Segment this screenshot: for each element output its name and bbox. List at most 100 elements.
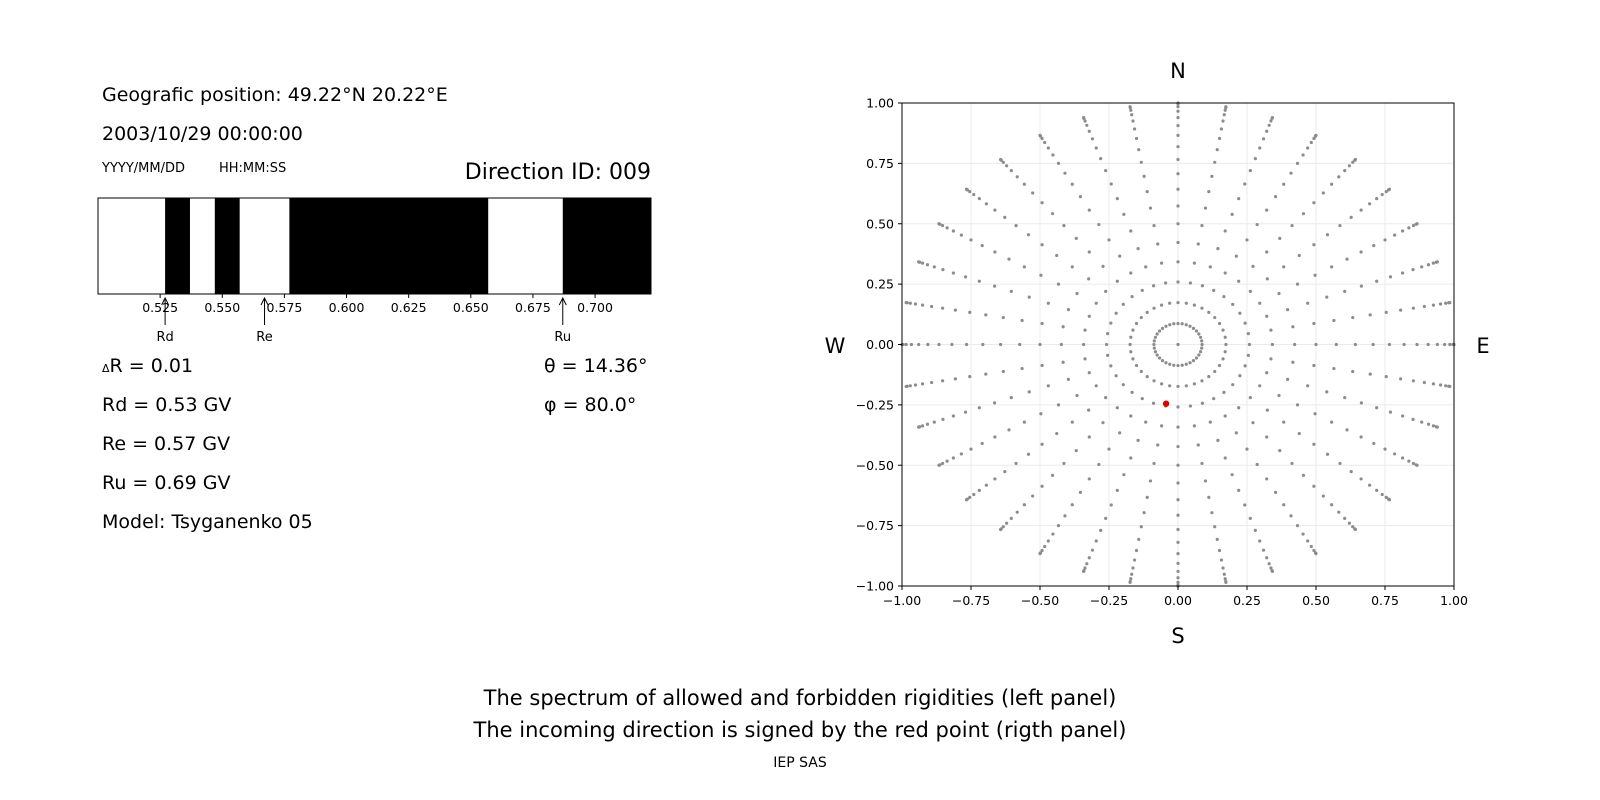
grid-point [1213,525,1217,529]
grid-point [951,456,955,460]
grid-point [1325,452,1330,456]
grid-point [1038,342,1042,347]
grid-point [1176,222,1180,226]
grid-point [1200,461,1204,466]
x-tick-label: 1.00 [1440,593,1468,608]
grid-point [951,229,955,233]
grid-point [941,417,945,421]
grid-point [1207,310,1211,314]
grid-point [1094,146,1098,150]
grid-point [1142,174,1146,178]
grid-point [1132,558,1137,562]
grid-point [1295,524,1300,528]
grid-point [1176,527,1180,532]
grid-point [1234,254,1238,258]
grid-point [1269,119,1273,123]
grid-point [1359,250,1363,254]
grid-point [1411,379,1415,383]
grid-point [1134,321,1139,326]
rd-value: Rd = 0.53 GV [102,394,232,416]
grid-point [930,304,934,309]
grid-point [1338,223,1342,228]
grid-point [1131,566,1135,570]
grid-point [1219,558,1224,562]
grid-point [1129,456,1133,460]
delta-symbol: Δ [102,362,110,375]
grid-point [1330,265,1334,269]
grid-point [1222,295,1226,299]
grid-point [1314,552,1318,556]
grid-point [1297,253,1301,258]
grid-point [1128,580,1132,584]
grid-point [1152,461,1156,466]
grid-point [1216,246,1220,251]
grid-point [1070,503,1074,507]
grid-point [1114,311,1118,315]
grid-point [1152,342,1156,347]
grid-point [1221,119,1225,123]
grid-point [1046,384,1050,388]
grid-point [1188,404,1193,408]
grid-point [977,279,981,283]
grid-point [1056,282,1061,286]
grid-point [1038,133,1042,137]
grid-point [1107,447,1111,451]
grid-point [1018,342,1022,347]
grid-point [1383,238,1387,242]
grid-point [1368,313,1372,317]
grid-point [1351,315,1355,320]
grid-point [1265,371,1269,375]
x-tick-label: 0.25 [1233,593,1261,608]
grid-point [1083,119,1087,123]
grid-point [1104,342,1109,347]
spectrum-tick-label: 0.525 [142,300,178,315]
grid-point [1312,548,1316,553]
grid-point [1343,169,1347,173]
grid-point [913,302,918,306]
grid-point [1438,383,1443,387]
grid-point [925,422,930,426]
grid-point [1258,146,1262,150]
grid-point [1215,537,1219,541]
grid-point [1216,438,1220,443]
compass-west: W [825,334,846,358]
grid-point [1368,202,1372,206]
grid-point [1431,424,1436,428]
grid-point [941,223,945,228]
grid-point [1184,384,1188,388]
grid-point [1083,328,1087,332]
grid-point [1312,243,1316,247]
grid-point [1160,326,1165,330]
grid-point [1359,284,1363,288]
grid-point [1176,321,1180,326]
grid-point [1399,377,1403,381]
grid-point [1131,119,1135,123]
grid-point [1415,222,1419,226]
grid-point [1026,233,1031,237]
grid-point [1207,495,1211,499]
grid-point [1384,310,1388,314]
grid-point [1022,265,1026,269]
grid-point [1087,435,1091,439]
grid-point [1343,516,1347,520]
grid-point [1140,397,1144,401]
grid-point [1293,342,1297,347]
grid-point [1087,208,1091,212]
grid-point [1270,342,1274,347]
grid-point [1267,562,1271,566]
grid-point [1313,273,1317,277]
grid-point [1106,332,1110,336]
grid-point [1087,129,1091,133]
grid-point [1046,146,1050,150]
grid-point [1192,303,1196,307]
y-tick-label: 1.00 [866,96,894,111]
delta-r-value: ΔR = 0.01 [102,357,193,376]
grid-point [1061,325,1065,329]
grid-point [1121,302,1125,306]
grid-point [1289,171,1293,175]
grid-point [1223,350,1227,354]
grid-point [1243,364,1247,368]
rigidity-spectrum-chart: 0.525 0.550 0.575 0.600 0.625 0.650 0.675 0.700… [97,197,652,345]
grid-point [1258,384,1262,388]
grid-point [1353,157,1358,162]
